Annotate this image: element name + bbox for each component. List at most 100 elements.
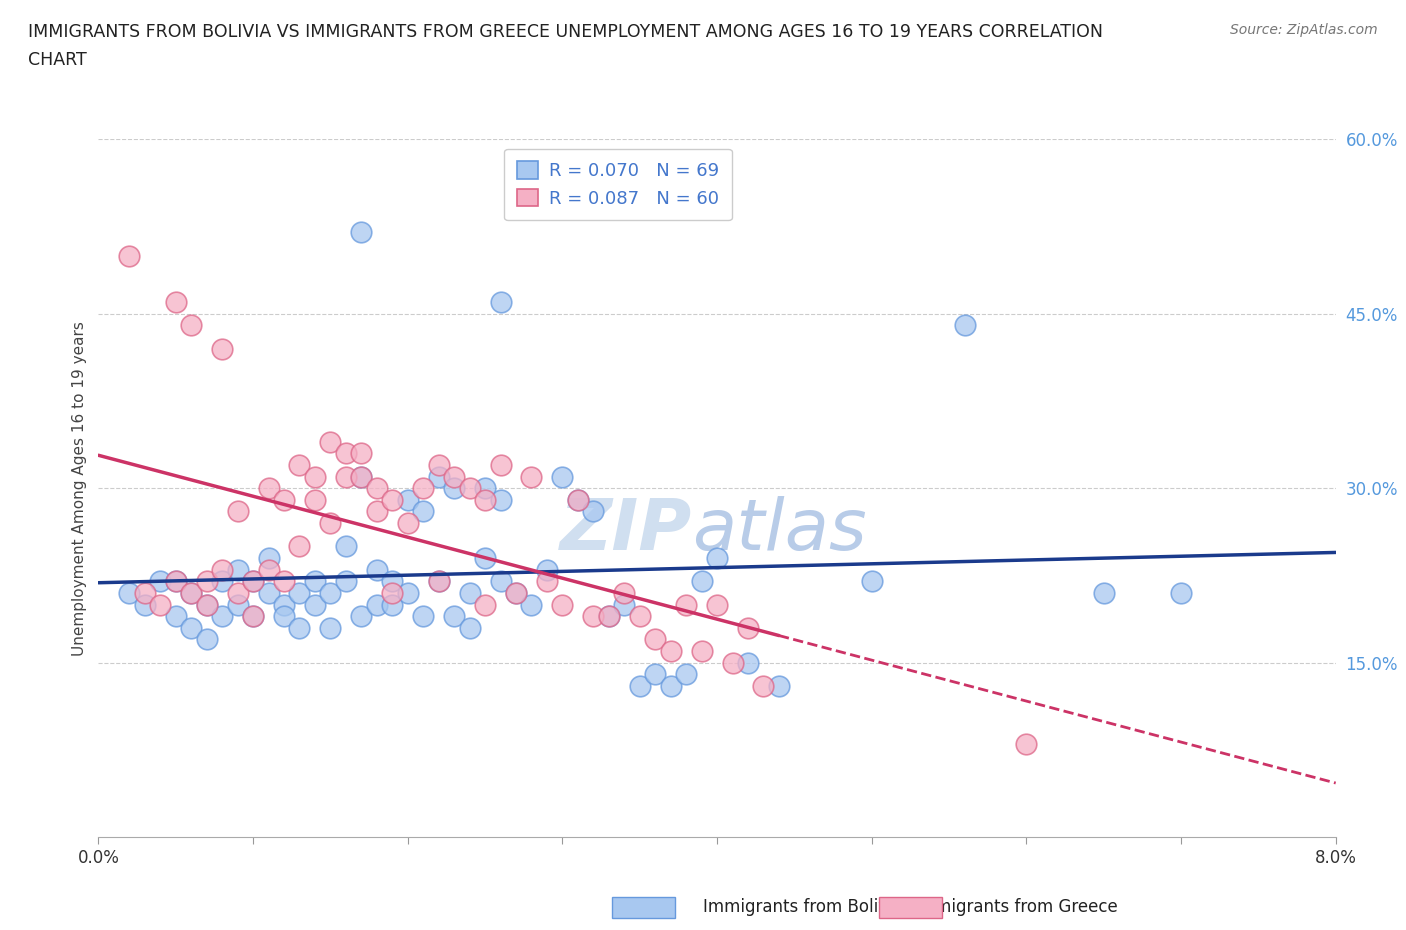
- Point: [582, 609, 605, 624]
- Point: [257, 481, 280, 496]
- Point: [211, 562, 233, 577]
- Point: [474, 597, 496, 612]
- Point: [690, 574, 713, 589]
- Point: [211, 574, 233, 589]
- Y-axis label: Unemployment Among Ages 16 to 19 years: Unemployment Among Ages 16 to 19 years: [72, 321, 87, 656]
- Point: [226, 597, 249, 612]
- Point: [412, 481, 434, 496]
- Point: [257, 562, 280, 577]
- Text: ZIP: ZIP: [560, 496, 692, 565]
- Point: [165, 609, 187, 624]
- Point: [350, 225, 373, 240]
- Point: [226, 562, 249, 577]
- Point: [304, 574, 326, 589]
- Point: [396, 586, 419, 601]
- Point: [180, 318, 202, 333]
- Point: [613, 586, 636, 601]
- Point: [273, 493, 295, 508]
- Point: [288, 620, 311, 635]
- Point: [1015, 737, 1038, 751]
- Point: [860, 574, 883, 589]
- Point: [567, 493, 589, 508]
- Point: [458, 586, 481, 601]
- Point: [335, 574, 357, 589]
- Point: [443, 609, 465, 624]
- Point: [366, 504, 388, 519]
- Point: [443, 481, 465, 496]
- Point: [242, 609, 264, 624]
- Point: [211, 609, 233, 624]
- Point: [319, 515, 342, 530]
- Point: [288, 539, 311, 554]
- Point: [319, 434, 342, 449]
- Point: [458, 620, 481, 635]
- Point: [520, 469, 543, 484]
- Point: [706, 551, 728, 565]
- Point: [335, 539, 357, 554]
- Point: [366, 481, 388, 496]
- Point: [628, 679, 651, 694]
- Point: [273, 574, 295, 589]
- Point: [706, 597, 728, 612]
- Text: IMMIGRANTS FROM BOLIVIA VS IMMIGRANTS FROM GREECE UNEMPLOYMENT AMONG AGES 16 TO : IMMIGRANTS FROM BOLIVIA VS IMMIGRANTS FR…: [28, 23, 1104, 41]
- Point: [350, 609, 373, 624]
- Point: [412, 609, 434, 624]
- Point: [366, 597, 388, 612]
- Point: [443, 469, 465, 484]
- Point: [659, 644, 682, 658]
- Point: [226, 504, 249, 519]
- Point: [474, 481, 496, 496]
- Point: [242, 574, 264, 589]
- Text: Source: ZipAtlas.com: Source: ZipAtlas.com: [1230, 23, 1378, 37]
- Point: [427, 469, 450, 484]
- Point: [381, 574, 404, 589]
- Point: [288, 458, 311, 472]
- Text: CHART: CHART: [28, 51, 87, 69]
- Point: [520, 597, 543, 612]
- Point: [149, 574, 172, 589]
- Point: [180, 620, 202, 635]
- Point: [659, 679, 682, 694]
- Point: [1092, 586, 1115, 601]
- Point: [598, 609, 620, 624]
- Point: [335, 469, 357, 484]
- Point: [536, 574, 558, 589]
- Point: [319, 586, 342, 601]
- Point: [195, 632, 218, 647]
- Point: [690, 644, 713, 658]
- Point: [381, 493, 404, 508]
- Point: [304, 597, 326, 612]
- Point: [118, 586, 141, 601]
- Point: [598, 609, 620, 624]
- Point: [211, 341, 233, 356]
- Legend: R = 0.070   N = 69, R = 0.087   N = 60: R = 0.070 N = 69, R = 0.087 N = 60: [505, 149, 733, 220]
- Point: [737, 656, 759, 671]
- Point: [242, 574, 264, 589]
- Point: [165, 574, 187, 589]
- Point: [118, 248, 141, 263]
- Point: [427, 458, 450, 472]
- Point: [1170, 586, 1192, 601]
- Point: [180, 586, 202, 601]
- Point: [721, 656, 744, 671]
- Point: [489, 493, 512, 508]
- Point: [366, 562, 388, 577]
- Point: [474, 493, 496, 508]
- Point: [412, 504, 434, 519]
- Point: [489, 458, 512, 472]
- Point: [752, 679, 775, 694]
- Text: atlas: atlas: [692, 496, 868, 565]
- Point: [613, 597, 636, 612]
- Point: [226, 586, 249, 601]
- Point: [288, 586, 311, 601]
- Point: [257, 551, 280, 565]
- Point: [195, 597, 218, 612]
- Point: [737, 620, 759, 635]
- Point: [304, 493, 326, 508]
- Text: Immigrants from Bolivia: Immigrants from Bolivia: [703, 897, 903, 916]
- Point: [675, 597, 697, 612]
- Text: Immigrants from Greece: Immigrants from Greece: [914, 897, 1118, 916]
- Point: [489, 574, 512, 589]
- Point: [134, 586, 156, 601]
- Point: [505, 586, 527, 601]
